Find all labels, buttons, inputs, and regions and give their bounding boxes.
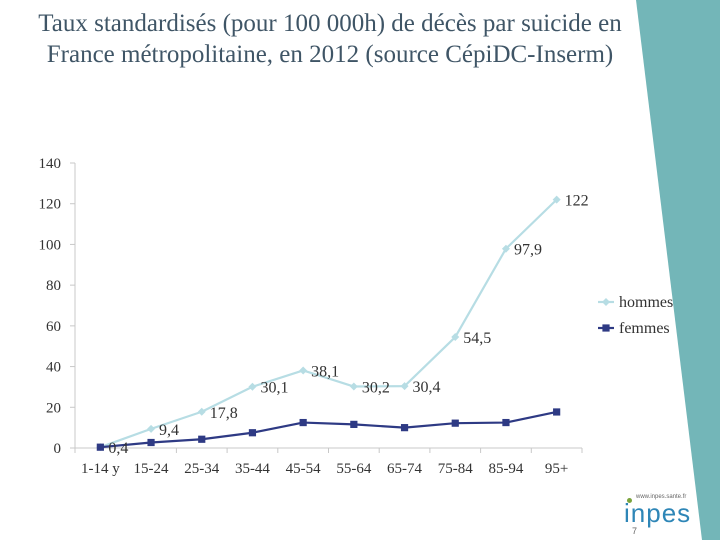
data-point-femmes (553, 408, 561, 416)
inpes-logo: www.inpes.sante.fr inpes (622, 494, 700, 532)
legend-marker-hommes (602, 298, 610, 306)
data-point-femmes (96, 443, 104, 451)
x-tick-label: 1-14 y (81, 461, 120, 477)
legend-label-hommes: hommes (619, 294, 673, 311)
data-label-hommes: 30,1 (260, 380, 288, 397)
page-number: 7 (632, 526, 638, 536)
y-tick-label: 140 (39, 156, 62, 172)
data-point-hommes (299, 366, 308, 375)
data-point-hommes (451, 333, 460, 342)
x-tick-label: 35-44 (235, 461, 270, 477)
logo-url: www.inpes.sante.fr (636, 494, 687, 500)
legend-marker-femmes (602, 324, 610, 332)
x-tick-label: 75-84 (438, 461, 473, 477)
data-point-hommes (349, 382, 358, 391)
data-point-femmes (299, 418, 307, 427)
slide-title: Taux standardisés (pour 100 000h) de déc… (38, 10, 622, 69)
data-label-hommes: 9,4 (159, 422, 179, 439)
y-tick-label: 60 (46, 319, 61, 335)
series-line-femmes (100, 410, 557, 449)
data-label-hommes: 38,1 (311, 363, 339, 380)
data-label-hommes: 30,4 (413, 379, 441, 396)
data-label-hommes: 97,9 (514, 242, 542, 259)
data-point-femmes (502, 418, 510, 427)
logo-dot-icon (627, 498, 632, 503)
y-tick-label: 120 (39, 197, 62, 213)
data-point-hommes (552, 195, 561, 204)
y-tick-label: 20 (46, 400, 61, 416)
x-tick-label: 25-34 (184, 461, 219, 477)
data-label-hommes: 30,2 (362, 380, 390, 397)
data-point-femmes (248, 429, 257, 437)
y-tick-label: 80 (46, 278, 61, 294)
x-tick-label: 85-94 (488, 461, 523, 477)
legend-label-femmes: femmes (619, 320, 670, 337)
y-tick-label: 40 (46, 360, 61, 376)
data-point-femmes (147, 438, 155, 447)
data-point-hommes (147, 424, 156, 433)
data-label-femmes: 0,4 (108, 440, 128, 457)
data-label-hommes: 122 (565, 193, 589, 210)
data-point-hommes (400, 382, 409, 391)
y-tick-label: 100 (39, 237, 62, 253)
series-line-hommes (99, 198, 558, 449)
data-label-hommes: 17,8 (210, 405, 238, 422)
data-point-femmes (451, 419, 459, 427)
y-tick-label: 0 (54, 441, 62, 457)
data-point-femmes (198, 435, 206, 443)
x-tick-label: 15-24 (134, 461, 169, 477)
logo-wordmark: inpes (624, 498, 692, 528)
data-point-hommes (197, 407, 206, 416)
data-point-hommes (501, 244, 510, 253)
data-point-hommes (248, 382, 257, 391)
data-label-hommes: 54,5 (463, 330, 491, 347)
x-tick-label: 45-54 (286, 461, 321, 477)
x-tick-label: 55-64 (336, 461, 371, 477)
x-tick-label: 95+ (545, 461, 568, 477)
data-point-femmes (350, 420, 358, 428)
x-tick-label: 65-74 (387, 461, 422, 477)
data-point-femmes (400, 424, 409, 432)
